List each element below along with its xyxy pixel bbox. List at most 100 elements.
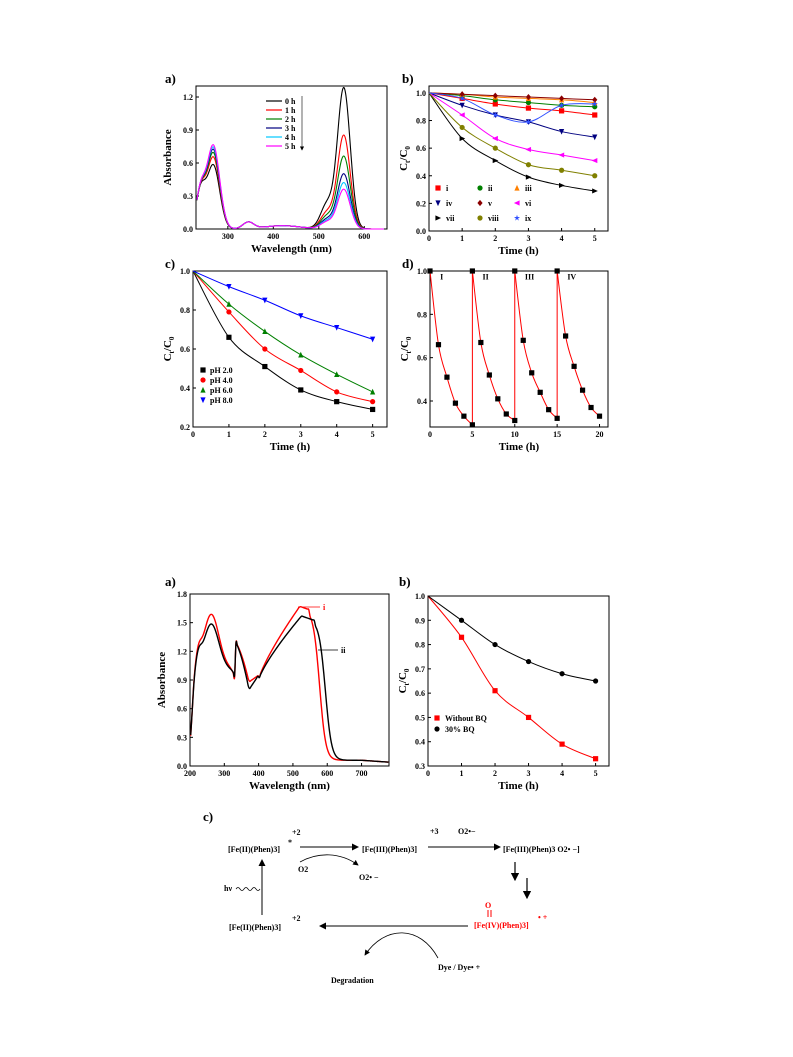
chart-1b-legend-label: vi: [525, 199, 532, 208]
chart-1c-ytick-label: 0.6: [180, 345, 190, 354]
chart-1d-point: [444, 374, 450, 380]
chart-1c-point: [334, 324, 340, 331]
chart-1b-point-ii: [525, 99, 532, 106]
chart-1b-point-iv: [592, 134, 598, 141]
chart-1d-point: [588, 404, 594, 411]
chart-1b-legend-marker: [477, 215, 483, 221]
chart-1d-point: [512, 417, 518, 424]
chart-1b-legend-label: v: [488, 199, 492, 208]
chart-1b-point-v: [558, 95, 565, 102]
chart-1b-point-ix: [492, 111, 499, 118]
chart-1c-point: [334, 389, 340, 395]
chart-1b-xtick-label: 3: [526, 234, 530, 243]
chart-1c-point: [298, 351, 304, 358]
chart-1c-xtick-label: 3: [299, 430, 303, 439]
chart-2b-xtick-label: 5: [594, 769, 598, 778]
chart-1b-point-ix: [459, 95, 466, 102]
chart-2b-ylabel: Ct/C0: [397, 668, 411, 693]
chart-2b-xtick-label: 4: [560, 769, 564, 778]
chart-1b-point-iv: [459, 102, 465, 109]
chart-2b-frame: [427, 595, 610, 767]
chart-1d-point: [563, 333, 569, 339]
scheme-fe4: [Fe(IV)(Phen)3]: [474, 921, 529, 930]
chart-1b-point-iv: [558, 128, 565, 135]
chart-1b-frame: [428, 85, 609, 232]
scheme-hv: hν: [224, 884, 232, 893]
chart-2b-point: [592, 756, 599, 762]
chart-1d-point: [469, 422, 475, 428]
chart-1d-point: [554, 268, 560, 274]
chart-1d-point: [452, 400, 459, 406]
chart-1d-cycle-III: [514, 270, 558, 419]
chart-1c-legend-label: pH 6.0: [210, 386, 233, 395]
chart-2a-curve-label-i: i: [323, 603, 326, 612]
chart-2a-curve-label-ii: ii: [341, 646, 346, 655]
chart-1b-point-viii: [492, 145, 498, 151]
chart-2a-xtick-label: 300: [218, 769, 230, 778]
chart-1a-ylabel: Absorbance: [162, 129, 174, 185]
chart-1d-cycle-II: [471, 270, 516, 421]
chart-1c-point: [298, 367, 304, 374]
chart-2b-ytick-label: 0.7: [415, 665, 425, 674]
chart-1d-point: [537, 389, 543, 395]
chart-1d-point: [427, 268, 433, 274]
chart-1a-xtick-label: 500: [313, 232, 325, 241]
panel-label-2c: c): [203, 809, 213, 824]
chart-1b-xtick-label: 4: [560, 234, 564, 243]
chart-1c-point: [334, 399, 340, 405]
chart-2b-ytick-label: 0.5: [415, 713, 425, 722]
chart-1a-xlabel: Wavelength (nm): [251, 243, 332, 255]
chart-1c-point: [226, 309, 232, 315]
chart-1a-legend-label: 3 h: [285, 124, 296, 133]
chart-1d-cycle-label: II: [483, 273, 489, 282]
chart-1b-ytick-label: 0.4: [416, 172, 426, 181]
chart-2b-xlabel: Time (h): [498, 780, 539, 792]
chart-2a-xlabel: Wavelength (nm): [249, 780, 330, 792]
chart-1c-point: [226, 334, 232, 340]
chart-1d-point: [579, 387, 586, 393]
chart-2b-point: [458, 617, 465, 623]
scheme-dye: Dye / Dye• +: [438, 963, 481, 972]
chart-1c-xtick-label: 1: [227, 430, 231, 439]
chart-1b-point-viii: [558, 167, 565, 173]
chart-2a-ytick-label: 0.0: [177, 762, 187, 771]
chart-2a-ytick-label: 1.5: [177, 619, 187, 628]
chart-1a-xtick-label: 400: [267, 232, 279, 241]
static-layer: a) b) c) d) a) b) c): [165, 71, 414, 824]
chart-1c-point: [370, 388, 376, 395]
chart-1d-point: [571, 363, 577, 369]
chart-1d-cycle-I: [429, 270, 473, 426]
chart-1b-legend-label: i: [446, 184, 449, 193]
chart-2b-legend-label: Without BQ: [445, 714, 487, 723]
chart-2b-fit-1: [427, 595, 596, 682]
chart-1c-point: [262, 346, 268, 352]
chart-1d-point: [546, 407, 552, 413]
chart-1c-point: [262, 363, 268, 370]
chart-1b-fit-v: [428, 92, 595, 101]
chart-1d-point: [520, 337, 526, 343]
chart-1d-point: [469, 268, 475, 274]
chart-2a-ytick-label: 1.2: [177, 647, 187, 656]
chart-1c-xlabel: Time (h): [270, 441, 311, 453]
chart-1d-point: [435, 342, 442, 348]
chart-1b-legend-label: ix: [525, 214, 531, 223]
chart-1b-point-viii: [459, 124, 465, 131]
chart-1b-legend-marker: [477, 199, 483, 207]
chart-1c-xtick-label: 2: [263, 430, 267, 439]
chart-1b-point-vi: [459, 112, 465, 118]
chart-1d-cycle-label: I: [440, 273, 443, 282]
chart-1b-xlabel: Time (h): [498, 245, 539, 257]
scheme-fe2-ground: [Fe(II)(Phen)3]: [229, 923, 281, 932]
arrow-o2-reduction: [299, 854, 359, 866]
chart-1b-point-v: [525, 93, 532, 101]
scheme-fe2-excited: [Fe(II)(Phen)3]: [228, 845, 280, 854]
chart-2a-ytick-label: 0.3: [177, 733, 187, 742]
chart-1a-ytick-label: 0.3: [183, 192, 193, 201]
chart-1c-xtick-label: 5: [371, 430, 375, 439]
chart-1b-point-ix: [591, 100, 598, 107]
chart-2b-point: [559, 741, 565, 747]
chart-1c-ytick-label: 0.8: [180, 306, 190, 315]
scheme-o2: O2: [298, 865, 308, 874]
chart-1b-point-vii: [558, 182, 565, 189]
